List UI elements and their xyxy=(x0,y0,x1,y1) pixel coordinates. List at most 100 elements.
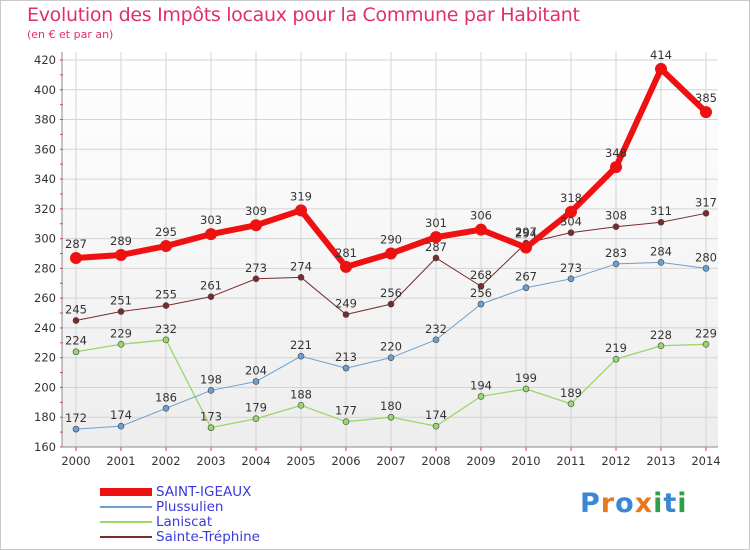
data-point-sainte-tr-phine xyxy=(612,223,620,231)
x-tick-label: 2008 xyxy=(421,454,450,468)
data-label-laniscat: 224 xyxy=(65,334,87,348)
series-saint-igeaux xyxy=(70,62,712,273)
data-label-laniscat: 188 xyxy=(290,387,312,401)
data-point-plussulien xyxy=(567,275,575,283)
data-point-saint-igeaux xyxy=(115,248,127,261)
chart-title: Evolution des Impôts locaux pour la Comm… xyxy=(27,4,580,26)
y-tick-label: 340 xyxy=(34,172,56,186)
legend-item: Laniscat xyxy=(100,514,212,530)
data-point-saint-igeaux xyxy=(340,260,352,273)
chart-subtitle: (en € et par an) xyxy=(27,28,114,41)
data-label-plussulien: 198 xyxy=(200,372,222,386)
data-point-sainte-tr-phine xyxy=(567,229,575,236)
data-point-laniscat xyxy=(387,413,395,421)
y-tick-label: 180 xyxy=(34,410,56,424)
data-point-laniscat xyxy=(432,422,440,430)
data-label-saint-igeaux: 348 xyxy=(605,146,627,160)
data-label-sainte-tr-phine: 249 xyxy=(335,297,357,311)
data-label-laniscat: 229 xyxy=(110,326,132,340)
data-point-plussulien xyxy=(432,336,440,344)
data-label-plussulien: 280 xyxy=(695,250,717,264)
x-tick-label: 2010 xyxy=(511,454,540,468)
x-tick-label: 2013 xyxy=(646,454,675,468)
y-tick-label: 240 xyxy=(34,321,56,335)
data-label-saint-igeaux: 281 xyxy=(335,246,357,260)
data-point-laniscat xyxy=(207,424,215,431)
data-point-plussulien xyxy=(207,387,215,394)
logo-letter: t xyxy=(663,488,678,519)
data-point-plussulien xyxy=(297,352,305,360)
data-label-sainte-tr-phine: 251 xyxy=(110,294,132,308)
data-label-saint-igeaux: 295 xyxy=(155,225,177,239)
data-point-plussulien xyxy=(342,364,350,372)
data-point-plussulien xyxy=(162,404,170,412)
y-tick-label: 260 xyxy=(34,291,56,305)
x-tick-label: 2003 xyxy=(196,454,225,468)
logo-letter: r xyxy=(600,488,616,519)
x-tick-label: 2001 xyxy=(106,454,135,468)
data-label-sainte-tr-phine: 255 xyxy=(155,288,177,302)
data-label-laniscat: 228 xyxy=(650,328,672,342)
data-point-saint-igeaux xyxy=(700,106,712,119)
data-label-sainte-tr-phine: 297 xyxy=(515,225,537,239)
data-label-plussulien: 213 xyxy=(335,350,357,364)
data-label-saint-igeaux: 289 xyxy=(110,234,132,248)
data-label-saint-igeaux: 318 xyxy=(560,191,582,205)
data-point-sainte-tr-phine xyxy=(117,308,125,315)
y-tick-label: 360 xyxy=(34,142,56,156)
data-point-plussulien xyxy=(657,259,665,266)
data-label-sainte-tr-phine: 256 xyxy=(380,286,402,300)
data-label-saint-igeaux: 303 xyxy=(200,213,222,227)
data-point-plussulien xyxy=(72,425,80,433)
data-label-sainte-tr-phine: 287 xyxy=(425,240,447,254)
data-point-saint-igeaux xyxy=(565,205,577,218)
data-label-sainte-tr-phine: 317 xyxy=(695,195,717,209)
data-point-saint-igeaux xyxy=(430,231,442,244)
legend-swatch xyxy=(100,488,152,496)
data-point-sainte-tr-phine xyxy=(342,311,350,318)
data-label-sainte-tr-phine: 261 xyxy=(200,279,222,293)
data-point-saint-igeaux xyxy=(70,251,82,264)
legend-item: Sainte-Tréphine xyxy=(100,529,260,545)
data-point-saint-igeaux xyxy=(250,219,262,232)
data-point-laniscat xyxy=(702,340,710,348)
x-tick-label: 2000 xyxy=(61,454,90,468)
data-point-laniscat xyxy=(117,340,125,348)
data-point-saint-igeaux xyxy=(610,161,622,174)
x-tick-label: 2006 xyxy=(331,454,360,468)
x-tick-label: 2014 xyxy=(691,454,720,468)
series-plussulien xyxy=(72,259,710,433)
data-point-laniscat xyxy=(342,418,350,425)
y-tick-label: 200 xyxy=(34,380,56,394)
series-sainte-tr-phine xyxy=(72,210,710,324)
legend-swatch xyxy=(100,536,152,538)
data-label-saint-igeaux: 301 xyxy=(425,216,447,230)
data-label-laniscat: 174 xyxy=(425,408,447,422)
data-point-laniscat xyxy=(162,336,170,344)
data-point-sainte-tr-phine xyxy=(477,282,485,290)
legend-label: SAINT-IGEAUX xyxy=(156,484,252,500)
data-point-plussulien xyxy=(252,378,260,385)
data-point-laniscat xyxy=(612,355,620,363)
data-point-laniscat xyxy=(522,385,530,393)
data-label-plussulien: 204 xyxy=(245,364,267,378)
data-label-laniscat: 194 xyxy=(470,378,492,392)
data-label-plussulien: 232 xyxy=(425,322,447,336)
y-tick-label: 400 xyxy=(34,83,56,97)
x-tick-label: 2005 xyxy=(286,454,315,468)
data-point-saint-igeaux xyxy=(295,204,307,217)
data-point-laniscat xyxy=(477,393,485,400)
data-label-laniscat: 189 xyxy=(560,386,582,400)
data-label-laniscat: 199 xyxy=(515,371,537,385)
data-label-sainte-tr-phine: 311 xyxy=(650,204,672,218)
axes: 160 180 200 220 240 260 280 300 320 340 360 380 400 4… xyxy=(34,52,721,468)
x-tick-label: 2007 xyxy=(376,454,405,468)
data-point-laniscat xyxy=(72,348,80,356)
logo-letter: P xyxy=(580,488,601,519)
data-label-sainte-tr-phine: 304 xyxy=(560,215,582,229)
x-tick-label: 2011 xyxy=(556,454,585,468)
data-label-saint-igeaux: 414 xyxy=(650,48,672,62)
data-label-sainte-tr-phine: 273 xyxy=(245,261,267,275)
data-point-laniscat xyxy=(252,415,260,423)
data-label-plussulien: 172 xyxy=(65,411,87,425)
